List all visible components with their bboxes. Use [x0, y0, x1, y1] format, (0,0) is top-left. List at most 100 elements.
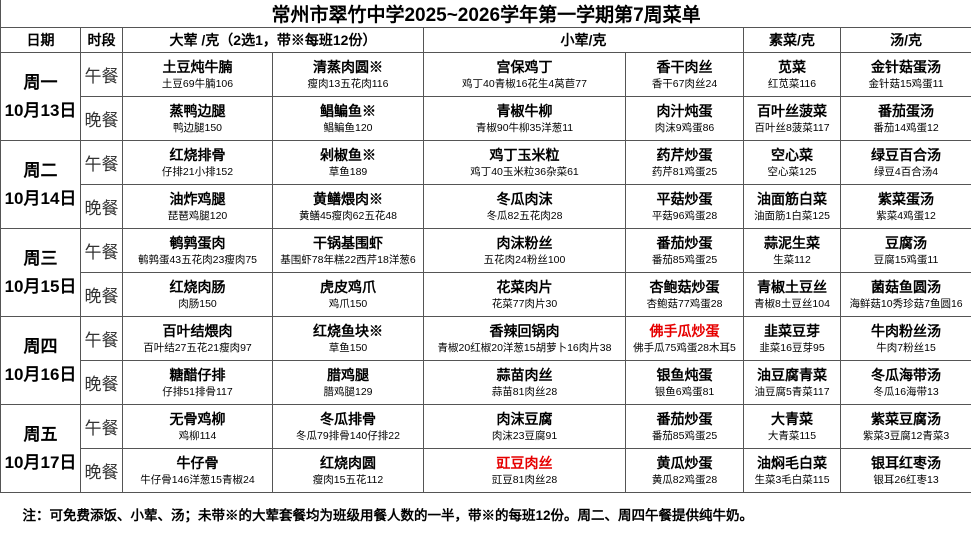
dish-detail: 黄瓜82鸡蛋28 — [651, 473, 718, 486]
dish-detail: 鸡柳114 — [178, 429, 217, 442]
dish-cell: 无骨鸡柳鸡柳114 — [122, 404, 273, 449]
dish-detail: 冬瓜79排骨140仔排22 — [296, 429, 400, 442]
meal-label: 晚餐 — [80, 184, 123, 229]
dish-detail: 绿豆4百合汤4 — [873, 165, 939, 178]
dish-name: 豆腐汤 — [885, 234, 928, 251]
dish-detail: 番茄85鸡蛋25 — [651, 429, 718, 442]
dish-name: 糖醋仔排 — [169, 366, 226, 383]
column-header: 小荤/克 — [423, 27, 744, 53]
dish-name: 黄鳝煨肉※ — [313, 190, 383, 207]
day-cell: 周三 10月15日 — [0, 228, 81, 317]
dish-cell: 番茄炒蛋 番茄85鸡蛋25 — [625, 404, 744, 449]
dish-detail: 五花肉24粉丝100 — [483, 253, 566, 266]
dish-detail: 鸭边腿150 — [172, 121, 223, 134]
dish-cell: 冬瓜肉沫 冬瓜82五花肉28 — [423, 184, 626, 229]
dish-detail: 番茄85鸡蛋25 — [651, 253, 718, 266]
dish-detail: 草鱼150 — [328, 341, 368, 354]
meal-row: 晚餐 红烧肉肠 肉肠150 虎皮鸡爪 鸡爪150 花菜肉片 花菜77肉片30 杏鲍菇炒蛋 杏鲍菇… — [1, 272, 971, 317]
meal-row: 周五 10月17日 午餐 无骨鸡柳 鸡柳114 冬瓜排骨 冬瓜79排骨140仔排22 肉沫豆腐… — [0, 404, 971, 493]
dish-cell: 鸡丁玉米粒 鸡丁40玉米粒36杂菜61 — [423, 140, 626, 185]
dish-detail: 海鲜菇10秀珍菇7鱼圆16 — [849, 297, 963, 310]
dish-cell: 香辣回锅肉 青椒20红椒20洋葱15胡萝卜16肉片38 — [423, 316, 626, 361]
dish-name: 油炸鸡腿 — [169, 190, 226, 207]
dish-name: 牛肉粉丝汤 — [871, 322, 942, 339]
dish-detail: 冬瓜16海带13 — [873, 385, 939, 398]
dish-detail: 红苋菜116 — [767, 77, 817, 90]
dish-detail: 琵琶鸡腿120 — [167, 209, 228, 222]
dish-detail: 鹌鹑蛋43五花肉23瘦肉75 — [137, 253, 258, 266]
dish-name: 韭菜豆芽 — [764, 322, 820, 339]
dish-cell: 百叶结煨肉百叶结27五花21瘦肉97 — [122, 316, 273, 361]
dish-cell: 紫菜蛋汤 紫菜4鸡蛋12 — [839, 184, 971, 229]
dish-cell: 土豆炖牛腩 土豆69牛腩106 — [122, 52, 273, 97]
dish-detail: 大青菜115 — [767, 429, 817, 442]
dish-name: 药芹炒蛋 — [656, 146, 713, 163]
dish-name: 香辣回锅肉 — [489, 322, 560, 339]
dish-detail: 百叶结27五花21瘦肉97 — [143, 341, 252, 354]
meal-label: 午餐 — [80, 316, 123, 361]
meal-row: 晚餐 糖醋仔排 仔排51排骨117 腊鸡腿 腊鸡腿129 蒜苗肉丝 蒜苗81肉丝28 银鱼炖蛋… — [1, 360, 971, 405]
dish-name: 鸡丁玉米粒 — [489, 146, 560, 163]
column-header: 汤/克 — [839, 27, 971, 53]
dish-detail: 土豆69牛腩106 — [161, 77, 234, 90]
dish-cell: 大青菜大青菜115 — [743, 404, 841, 449]
meal-row: 晚餐 蒸鸭边腿 鸭边腿150 鲳鳊鱼※ 鲳鳊鱼120 青椒牛柳 青椒90牛柳35洋葱11 肉汁… — [1, 96, 971, 141]
column-header: 素菜/克 — [743, 27, 841, 53]
dish-name: 番茄炒蛋 — [656, 234, 713, 251]
dish-name: 冬瓜海带汤 — [871, 366, 942, 383]
dish-cell: 肉沫粉丝 五花肉24粉丝100 — [423, 228, 626, 273]
day-name: 周二 — [23, 161, 58, 181]
dish-name: 冬瓜肉沫 — [496, 190, 553, 207]
dish-detail: 豆腐15鸡蛋11 — [873, 253, 939, 266]
dish-cell: 菌菇鱼圆汤 海鲜菇10秀珍菇7鱼圆16 — [839, 272, 971, 317]
title: 常州市翠竹中学2025~2026学年第一学期第7周菜单 — [0, 0, 971, 28]
dish-detail: 百叶丝8菠菜117 — [754, 121, 830, 134]
dish-name: 空心菜 — [771, 146, 813, 163]
dish-cell: 花菜肉片 花菜77肉片30 — [423, 272, 626, 317]
dish-cell: 宫保鸡丁 鸡丁40青椒16花生4莴苣77 — [423, 52, 626, 97]
dish-cell: 肉沫豆腐 肉沫23豆腐91 — [423, 404, 626, 449]
dish-name: 大青菜 — [771, 410, 813, 427]
dish-name: 冬瓜排骨 — [320, 410, 376, 427]
dish-cell: 冬瓜排骨冬瓜79排骨140仔排22 — [272, 404, 424, 449]
dish-cell: 糖醋仔排 仔排51排骨117 — [122, 360, 273, 405]
dish-name: 清蒸肉圆※ — [313, 58, 383, 75]
day-date: 10月17日 — [4, 452, 77, 472]
dish-cell: 鲳鳊鱼※ 鲳鳊鱼120 — [272, 96, 424, 141]
dish-cell: 红烧鱼块※ 草鱼150 — [272, 316, 424, 361]
dish-cell: 牛仔骨 牛仔骨146洋葱15青椒24 — [122, 448, 273, 493]
day-date: 10月13日 — [4, 100, 77, 120]
dish-name: 红烧肉肠 — [169, 278, 226, 295]
dish-name: 无骨鸡柳 — [169, 410, 226, 427]
dish-cell: 剁椒鱼※ 草鱼189 — [272, 140, 424, 185]
dish-detail: 杏鲍菇77鸡蛋28 — [646, 297, 723, 310]
dish-detail: 草鱼189 — [328, 165, 368, 178]
dish-cell: 鹌鹑蛋肉 鹌鹑蛋43五花肉23瘦肉75 — [122, 228, 273, 273]
dish-name: 牛仔骨 — [176, 454, 219, 471]
dish-cell: 红烧肉肠肉肠150 — [122, 272, 273, 317]
day-cell: 周四 10月16日 — [0, 316, 81, 405]
dish-cell: 冬瓜海带汤冬瓜16海带13 — [839, 360, 971, 405]
dish-cell: 黄鳝煨肉※ 黄鳝45瘦肉62五花48 — [272, 184, 424, 229]
dish-cell: 油豆腐青菜 油豆腐5青菜117 — [743, 360, 841, 405]
meal-row: 周四 10月16日 午餐 百叶结煨肉 百叶结27五花21瘦肉97 红烧鱼块※ 草鱼150 香辣… — [0, 316, 971, 405]
dish-name: 金针菇蛋汤 — [871, 58, 942, 75]
day-cell: 周二 10月14日 — [0, 140, 81, 229]
dish-detail: 肉肠150 — [178, 297, 217, 310]
dish-cell: 红烧排骨 仔排21小排152 — [122, 140, 273, 185]
dish-name: 蒜苗肉丝 — [496, 366, 553, 383]
dish-name: 百叶结煨肉 — [162, 322, 233, 339]
dish-detail: 银耳26红枣13 — [873, 473, 939, 486]
dish-name: 佛手瓜炒蛋 — [649, 322, 720, 339]
dish-detail: 肉沫23豆腐91 — [491, 429, 558, 442]
dish-detail: 鸡丁40青椒16花生4莴苣77 — [462, 77, 587, 90]
dish-detail: 生菜112 — [773, 253, 811, 266]
dish-detail: 青椒90牛柳35洋葱11 — [475, 121, 574, 134]
dish-name: 油面筋白菜 — [757, 190, 827, 207]
meal-row: 周二 10月14日 午餐 红烧排骨 仔排21小排152 剁椒鱼※ 草鱼189 鸡丁玉米粒 鸡丁4… — [0, 140, 971, 229]
dish-detail: 豇豆81肉丝28 — [491, 473, 558, 486]
dish-name: 鲳鳊鱼※ — [320, 102, 376, 119]
dish-name: 百叶丝菠菜 — [757, 102, 827, 119]
dish-cell: 银耳红枣汤 银耳26红枣13 — [839, 448, 971, 493]
